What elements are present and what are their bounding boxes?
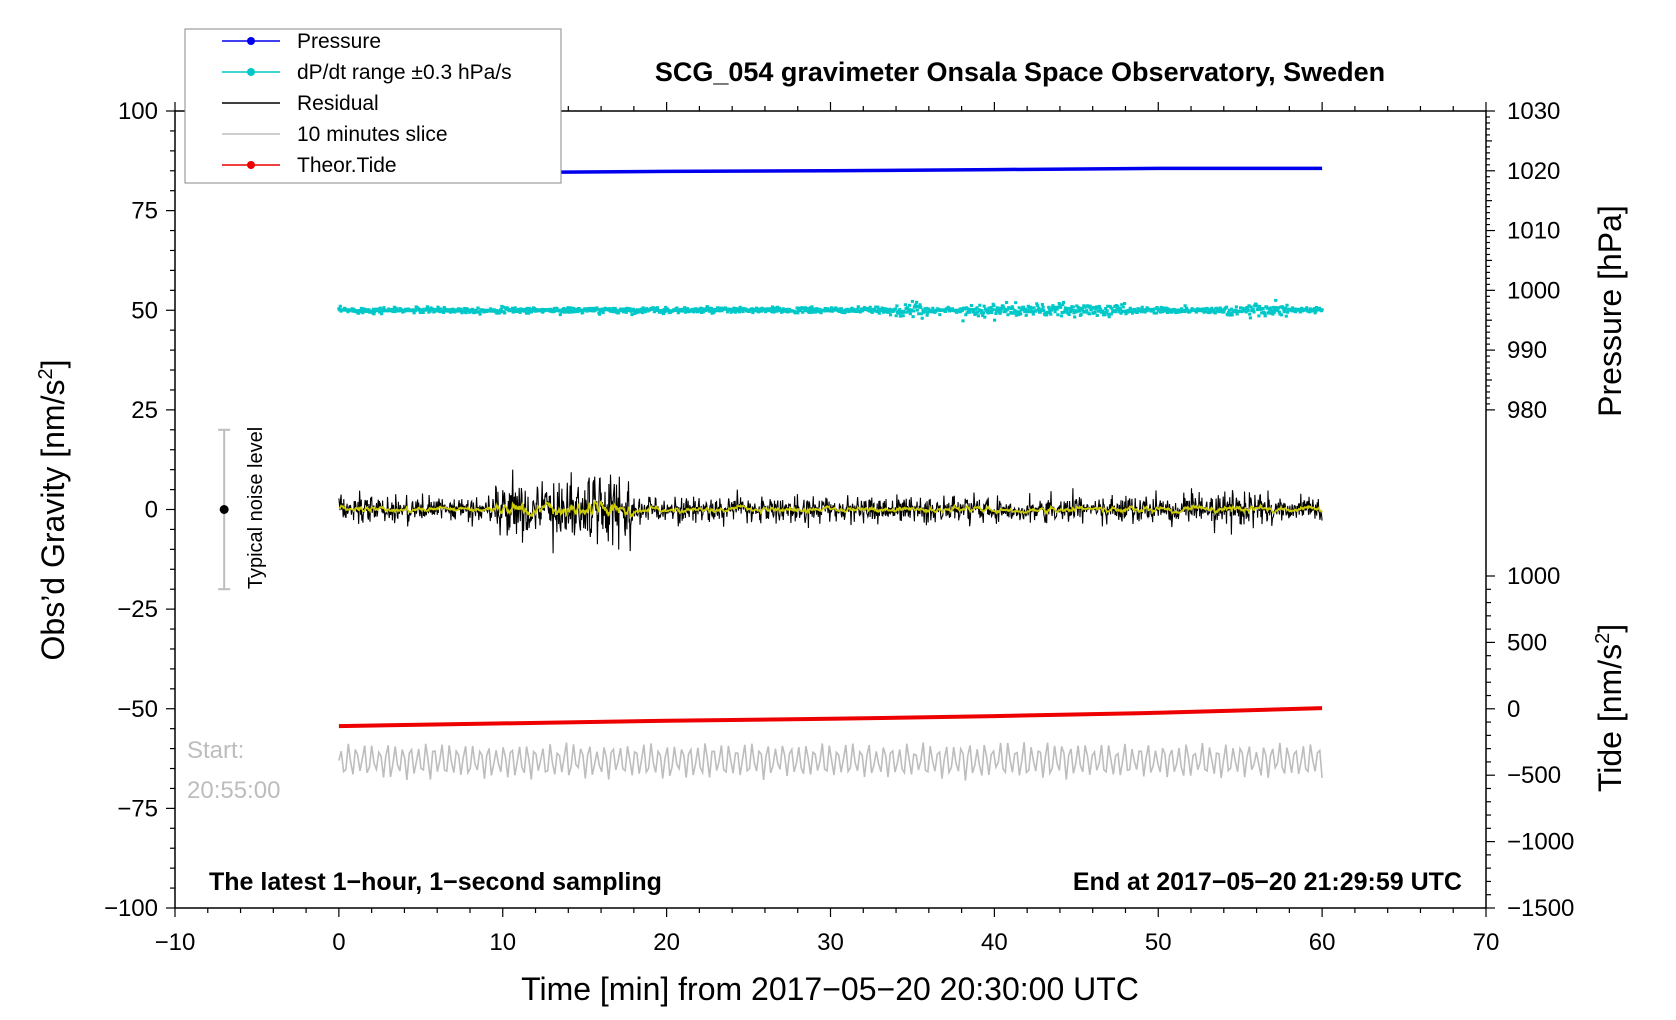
legend-label: Theor.Tide (297, 154, 397, 177)
y-pressure-tick-label: 980 (1507, 397, 1547, 424)
y-tide-axis-title-end: ] (1592, 624, 1628, 633)
legend-label: Pressure (297, 30, 381, 53)
y-pressure-tick-label: 1020 (1507, 158, 1560, 185)
legend: Pressure dP/dt range ±0.3 hPa/s Residual 10… (184, 28, 562, 184)
y-left-axis-title: Obs’d Gravity [nm/s2] (35, 360, 71, 661)
y-left-axis-title-end: ] (35, 360, 71, 369)
x-tick-label: 70 (1473, 929, 1500, 956)
residual-line (338, 469, 1323, 554)
y-left-tick-label: 0 (145, 497, 158, 524)
y-pressure-tick-label: 1030 (1507, 98, 1560, 125)
y-tide-tick-label: −1500 (1507, 895, 1574, 922)
legend-swatch-marker (247, 37, 255, 45)
series-10-minute-slice (338, 742, 1323, 781)
x-tick-label: 50 (1145, 929, 1172, 956)
y-pressure-tick-label: 1000 (1507, 277, 1560, 304)
start-time: 20:55:00 (187, 777, 280, 804)
y-tide-axis-title-main: Tide [nm/s (1592, 644, 1628, 792)
end-time-note: End at 2017−05−20 21:29:59 UTC (1073, 868, 1462, 896)
y-tide-tick-label: −500 (1507, 762, 1561, 789)
x-tick-label: 0 (332, 929, 345, 956)
dpdt-points (337, 298, 1324, 323)
y-pressure-axis-title: Pressure [hPa] (1592, 205, 1628, 417)
sampling-note: The latest 1−hour, 1−second sampling (209, 868, 662, 896)
x-tick-label: 40 (981, 929, 1008, 956)
y-tide-axis-title: Tide [nm/s2] (1592, 624, 1628, 792)
y-left-tick-label: 100 (118, 98, 158, 125)
y-left-tick-label: −75 (117, 795, 158, 822)
tide-line (338, 706, 1323, 729)
legend-label: 10 minutes slice (297, 123, 448, 146)
x-tick-label: 20 (653, 929, 680, 956)
y-left-axis: 100 75 50 25 0 −25 −50 −75 −100 (104, 98, 175, 922)
y-pressure-tick-label: 1010 (1507, 218, 1560, 245)
legend-label: Residual (297, 92, 379, 115)
y-tide-axis-title-sup: 2 (1592, 633, 1614, 644)
y-left-tick-label: 50 (131, 297, 158, 324)
noise-center-dot (219, 505, 229, 514)
slice-line (338, 742, 1323, 781)
y-left-tick-label: −100 (104, 895, 158, 922)
noise-indicator-label: Typical noise level (245, 427, 267, 589)
series-residual (338, 469, 1323, 554)
series-dpdt-range (337, 298, 1324, 323)
y-left-tick-label: 75 (131, 198, 158, 225)
y-left-axis-title-sup: 2 (35, 368, 57, 379)
series-theor-tide (338, 706, 1323, 729)
y-pressure-tick-label: 990 (1507, 337, 1547, 364)
legend-box (184, 28, 562, 184)
legend-swatch-marker (247, 161, 255, 169)
y-left-tick-label: 25 (131, 397, 158, 424)
y-tide-tick-label: 0 (1507, 696, 1520, 723)
y-tide-tick-label: 500 (1507, 629, 1547, 656)
residual-smoothed-line (338, 499, 1323, 518)
y-tide-axis: 1000 500 0 −500 −1000 −1500 (1486, 563, 1574, 922)
x-tick-label: 60 (1309, 929, 1336, 956)
legend-label: dP/dt range ±0.3 hPa/s (297, 61, 512, 84)
chart-title: SCG_054 gravimeter Onsala Space Observat… (655, 57, 1385, 87)
y-left-axis-title-main: Obs’d Gravity [nm/s (35, 380, 71, 661)
x-axis-title: Time [min] from 2017−05−20 20:30:00 UTC (521, 971, 1139, 1007)
noise-indicator (218, 428, 231, 591)
y-left-tick-label: −25 (117, 596, 158, 623)
x-axis: −10 0 10 20 30 40 50 60 70 (155, 102, 1500, 956)
x-tick-label: 30 (817, 929, 844, 956)
y-tide-tick-label: 1000 (1507, 563, 1560, 590)
y-tide-tick-label: −1000 (1507, 829, 1574, 856)
x-tick-label: 10 (489, 929, 516, 956)
y-left-tick-label: −50 (117, 696, 158, 723)
legend-swatch-marker (247, 68, 255, 76)
y-pressure-axis: 1030 1020 1010 1000 990 980 (1486, 98, 1560, 424)
x-tick-label: −10 (155, 929, 196, 956)
start-label: Start: (187, 737, 244, 764)
